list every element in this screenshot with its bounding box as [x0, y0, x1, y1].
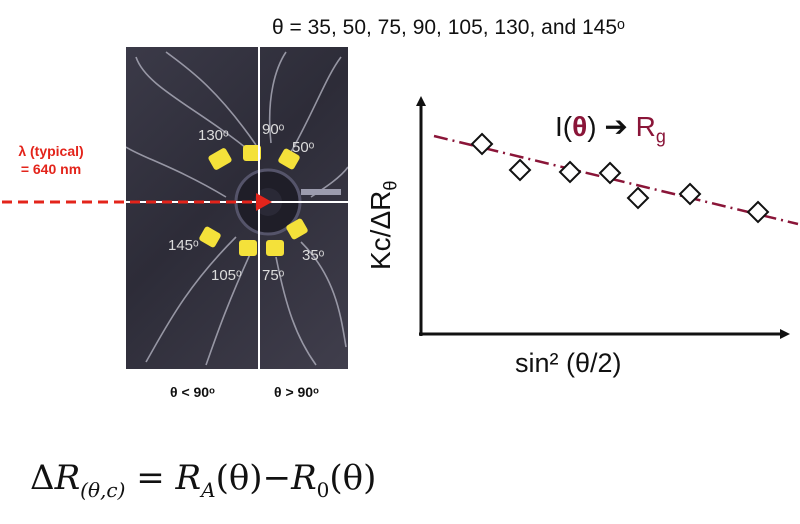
detector-photo-drawing [126, 47, 348, 369]
detector-label-35: 35ᵒ [302, 247, 325, 264]
detector-label-90: 90ᵒ [262, 121, 285, 138]
wavelength-label: λ (typical) = 640 nm [2, 142, 100, 178]
detector-label-145: 145ᵒ [168, 237, 199, 254]
wavelength-label-line2: = 640 nm [20, 161, 82, 177]
data-marker [470, 132, 494, 156]
y-axis-label: Kc/ΔRθ [365, 180, 401, 270]
data-marker [678, 182, 702, 206]
wavelength-label-line1: λ (typical) [18, 143, 84, 159]
difference-equation: ΔR(θ,c) = RA(θ)−R0(θ) [30, 458, 377, 502]
x-axis-label: sin² (θ/2) [515, 348, 622, 378]
data-markers [470, 132, 770, 224]
data-marker [558, 160, 582, 184]
data-marker [508, 158, 532, 182]
detector-label-130: 130ᵒ [198, 127, 229, 144]
detector-label-50: 50ᵒ [292, 139, 315, 156]
zimm-plot [416, 96, 799, 339]
right-arrow-icon: ➔ [604, 111, 628, 142]
theta-angle-list: θ = 35, 50, 75, 90, 105, 130, and 145ᵒ [272, 16, 625, 39]
laser-beam-arrow [2, 193, 272, 211]
data-marker [746, 200, 770, 224]
exit-port [301, 189, 341, 195]
angle-less-than-90-label: θ < 90ᵒ [170, 384, 215, 400]
data-marker [598, 161, 622, 185]
detector-label-75: 75ᵒ [262, 267, 285, 284]
intensity-to-rg-annotation: I(θ) ➔ Rg [555, 111, 666, 147]
angle-greater-than-90-label: θ > 90ᵒ [274, 384, 319, 400]
detector-label-105: 105ᵒ [211, 267, 242, 284]
fit-line [433, 134, 799, 226]
optical-fibers [126, 51, 348, 366]
data-marker [626, 186, 650, 210]
detector-photo: 130ᵒ 90ᵒ 50ᵒ 145ᵒ 105ᵒ 75ᵒ 35ᵒ [126, 47, 348, 369]
detector-caps [199, 145, 308, 256]
